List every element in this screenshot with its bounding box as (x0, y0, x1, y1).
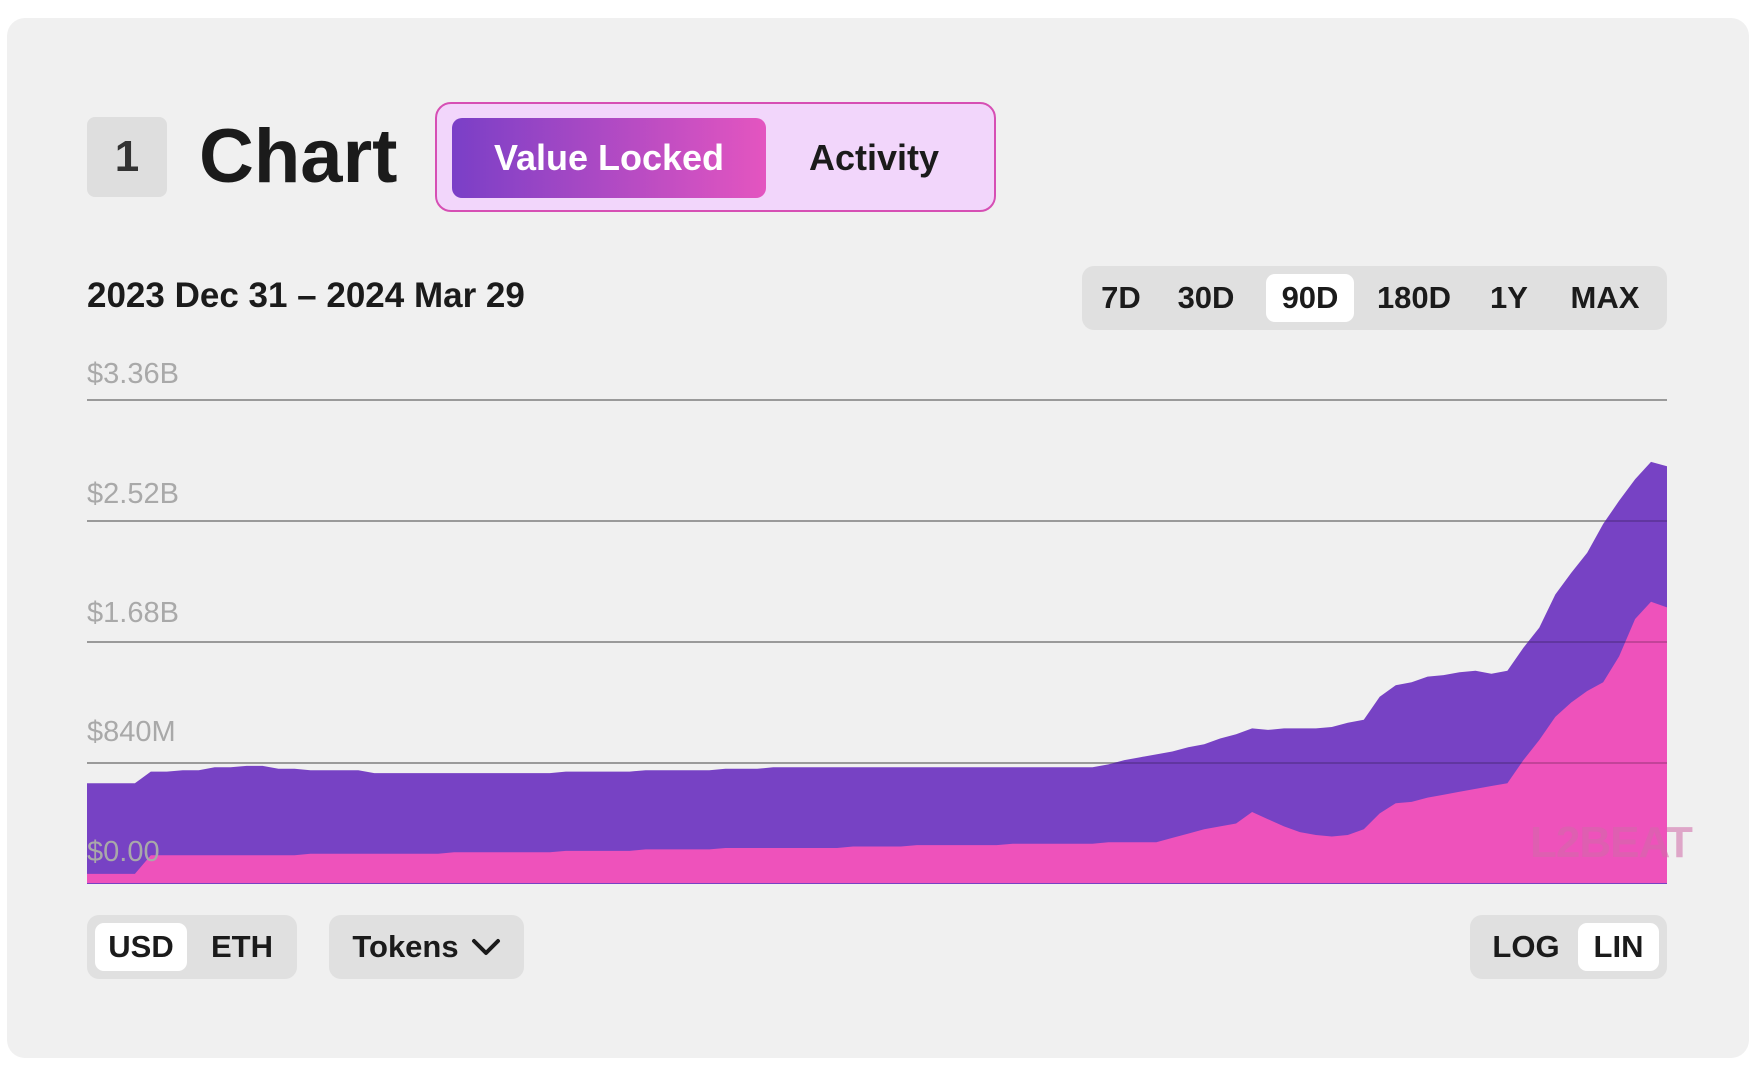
series-area-upper (87, 461, 1667, 884)
scale-log-button[interactable]: LOG (1492, 929, 1560, 964)
date-range-label: 2023 Dec 31 – 2024 Mar 29 (87, 276, 525, 315)
chart-type-switch: Value Locked Activity (435, 102, 996, 212)
tab-activity[interactable]: Activity (808, 137, 940, 178)
l2beat-watermark: L2BEAT (1530, 818, 1693, 867)
range-max-button[interactable]: MAX (1570, 280, 1640, 315)
y-tick-label: $1.68B (87, 597, 179, 629)
y-tick-label: $840M (87, 716, 176, 748)
series-area-lower (87, 601, 1667, 884)
y-tick-label: $2.52B (87, 478, 179, 510)
time-range-selector: 7D 30D 90D 180D 1Y MAX (1082, 266, 1667, 330)
range-7d-button[interactable]: 7D (1101, 280, 1141, 315)
tvl-area-chart (87, 399, 1667, 884)
scale-selector: LOG LIN (1470, 915, 1667, 979)
scale-lin-button[interactable]: LIN (1578, 923, 1659, 971)
currency-eth-button[interactable]: ETH (211, 929, 273, 964)
range-30d-button[interactable]: 30D (1177, 280, 1235, 315)
section-number: 1 (87, 117, 167, 197)
tokens-dropdown-content: Tokens (329, 923, 524, 971)
chevron-down-icon (471, 939, 500, 955)
currency-usd-button[interactable]: USD (95, 923, 187, 971)
range-1y-button[interactable]: 1Y (1490, 280, 1528, 315)
range-180d-button[interactable]: 180D (1376, 280, 1452, 315)
currency-selector: USD ETH (87, 915, 297, 979)
y-tick-label: $0.00 (87, 836, 160, 868)
tokens-dropdown[interactable]: Tokens (329, 915, 524, 979)
tokens-label: Tokens (352, 929, 459, 964)
page-title: Chart (199, 114, 398, 199)
tab-value-locked[interactable]: Value Locked (452, 118, 766, 198)
range-90d-button[interactable]: 90D (1266, 274, 1354, 322)
y-tick-label: $3.36B (87, 358, 179, 390)
